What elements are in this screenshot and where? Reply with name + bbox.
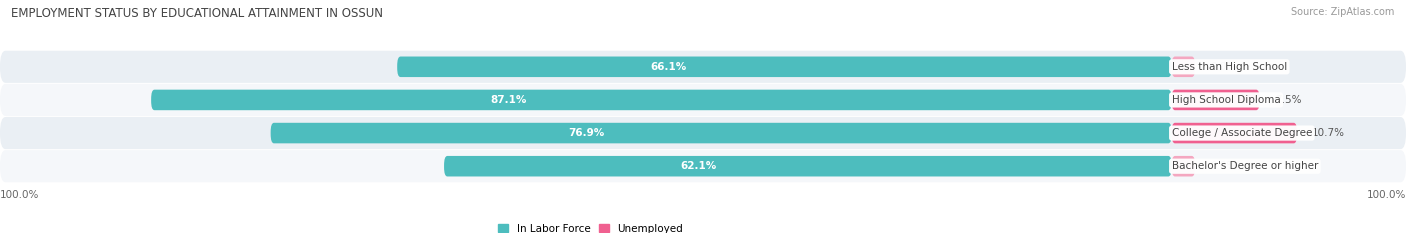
Text: 66.1%: 66.1%	[650, 62, 686, 72]
FancyBboxPatch shape	[0, 117, 1406, 149]
FancyBboxPatch shape	[1171, 123, 1298, 143]
Text: Less than High School: Less than High School	[1171, 62, 1286, 72]
FancyBboxPatch shape	[1171, 90, 1260, 110]
Text: 76.9%: 76.9%	[568, 128, 605, 138]
FancyBboxPatch shape	[0, 84, 1406, 116]
FancyBboxPatch shape	[270, 123, 1171, 143]
FancyBboxPatch shape	[1171, 57, 1195, 77]
FancyBboxPatch shape	[398, 57, 1171, 77]
Text: 100.0%: 100.0%	[0, 190, 39, 200]
FancyBboxPatch shape	[152, 90, 1171, 110]
FancyBboxPatch shape	[0, 51, 1406, 83]
Text: 7.5%: 7.5%	[1275, 95, 1302, 105]
FancyBboxPatch shape	[1171, 156, 1195, 176]
Text: 62.1%: 62.1%	[681, 161, 717, 171]
Legend: In Labor Force, Unemployed: In Labor Force, Unemployed	[498, 224, 683, 233]
Text: 0.0%: 0.0%	[1211, 161, 1237, 171]
Text: 0.0%: 0.0%	[1211, 62, 1237, 72]
Text: Source: ZipAtlas.com: Source: ZipAtlas.com	[1291, 7, 1395, 17]
FancyBboxPatch shape	[444, 156, 1171, 176]
Text: EMPLOYMENT STATUS BY EDUCATIONAL ATTAINMENT IN OSSUN: EMPLOYMENT STATUS BY EDUCATIONAL ATTAINM…	[11, 7, 384, 20]
Text: Bachelor's Degree or higher: Bachelor's Degree or higher	[1171, 161, 1317, 171]
Text: High School Diploma: High School Diploma	[1171, 95, 1281, 105]
Text: 100.0%: 100.0%	[1367, 190, 1406, 200]
Text: 87.1%: 87.1%	[491, 95, 526, 105]
Text: College / Associate Degree: College / Associate Degree	[1171, 128, 1312, 138]
Text: 10.7%: 10.7%	[1312, 128, 1346, 138]
FancyBboxPatch shape	[0, 150, 1406, 182]
